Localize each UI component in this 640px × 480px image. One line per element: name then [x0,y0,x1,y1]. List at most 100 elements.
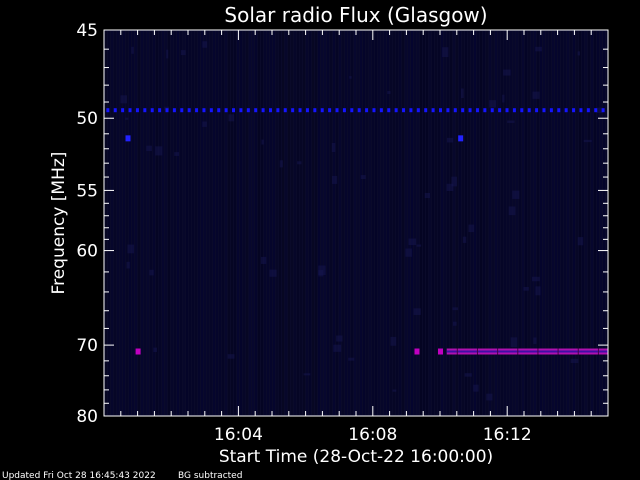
signal-dot [261,108,265,113]
noise-streak [438,31,440,415]
noise-blob [460,88,464,99]
noise-streak [165,31,167,415]
signal-band-core [446,350,608,353]
noise-streak [276,31,278,415]
noise-blob [583,139,592,143]
noise-streak [573,31,575,415]
signal-dot [158,108,162,113]
noise-streak [390,31,392,415]
signal-dot [387,108,391,113]
noise-blob [408,238,417,246]
noise-streak [162,31,164,415]
noise-streak [294,31,296,415]
signal-dot [239,108,243,113]
signal-dot [305,108,309,113]
signal-dot [254,108,258,113]
noise-streak [270,31,272,415]
signal-dot [232,108,236,113]
signal-dot [350,108,354,113]
noise-blob [596,107,603,114]
noise-blob [131,46,134,54]
signal-dot [601,108,605,113]
noise-streak [141,31,143,415]
noise-streak [405,31,407,415]
signal-spot [125,135,131,142]
noise-streak [300,31,302,415]
signal-dot [468,108,472,113]
noise-streak [219,31,221,415]
noise-blob [531,276,540,282]
noise-streak [591,31,593,415]
noise-streak [117,31,119,415]
noise-blob [149,269,154,276]
noise-streak [261,31,263,415]
signal-dot [283,108,287,113]
noise-streak [603,31,605,415]
signal-dot [409,108,413,113]
noise-blob [468,224,475,233]
noise-streak [339,31,341,415]
signal-dot [586,108,590,113]
noise-streak [471,31,473,415]
signal-band-notch [557,348,559,355]
noise-streak [324,31,326,415]
noise-blob [153,347,158,353]
noise-blob [297,161,302,165]
signal-band-notch [497,348,499,355]
signal-dot [379,108,383,113]
noise-streak [288,31,290,415]
noise-streak [330,31,332,415]
noise-blob [180,50,186,56]
signal-dot [268,108,272,113]
noise-streak [345,31,347,415]
noise-streak [177,31,179,415]
noise-blob [279,160,283,168]
noise-streak [147,31,149,415]
noise-blob [577,51,581,56]
noise-streak [516,31,518,415]
noise-streak [114,31,116,415]
signal-band-notch [597,348,599,355]
noise-streak [582,31,584,415]
noise-streak [501,31,503,415]
noise-streak [231,31,233,415]
noise-streak [513,31,515,415]
signal-dot [128,108,132,113]
noise-blob [318,265,326,276]
noise-streak [135,31,137,415]
noise-streak [243,31,245,415]
signal-dot [535,108,539,113]
noise-streak [207,31,209,415]
signal-dot [557,108,561,113]
noise-blob [303,373,311,376]
noise-blob [452,307,459,311]
noise-streak [264,31,266,415]
noise-streak [315,31,317,415]
noise-blob [228,114,235,122]
noise-streak [585,31,587,415]
y-tick-label: 50 [76,109,98,129]
y-tick-label: 55 [76,181,98,201]
noise-blob [446,183,454,192]
noise-streak [273,31,275,415]
noise-streak [210,31,212,415]
signal-dot [246,108,250,113]
noise-blob [489,100,497,108]
noise-streak [600,31,602,415]
signal-dot [483,108,487,113]
noise-blob [577,237,584,246]
signal-dot [165,108,169,113]
noise-streak [576,31,578,415]
noise-streak [195,31,197,415]
noise-streak [192,31,194,415]
noise-streak [453,31,455,415]
noise-blob [510,337,518,348]
noise-blob [512,190,520,199]
noise-streak [168,31,170,415]
x-tick-label: 16:08 [348,425,397,445]
noise-blob [413,308,421,315]
noise-streak [234,31,236,415]
signal-dot [564,108,568,113]
noise-streak [327,31,329,415]
